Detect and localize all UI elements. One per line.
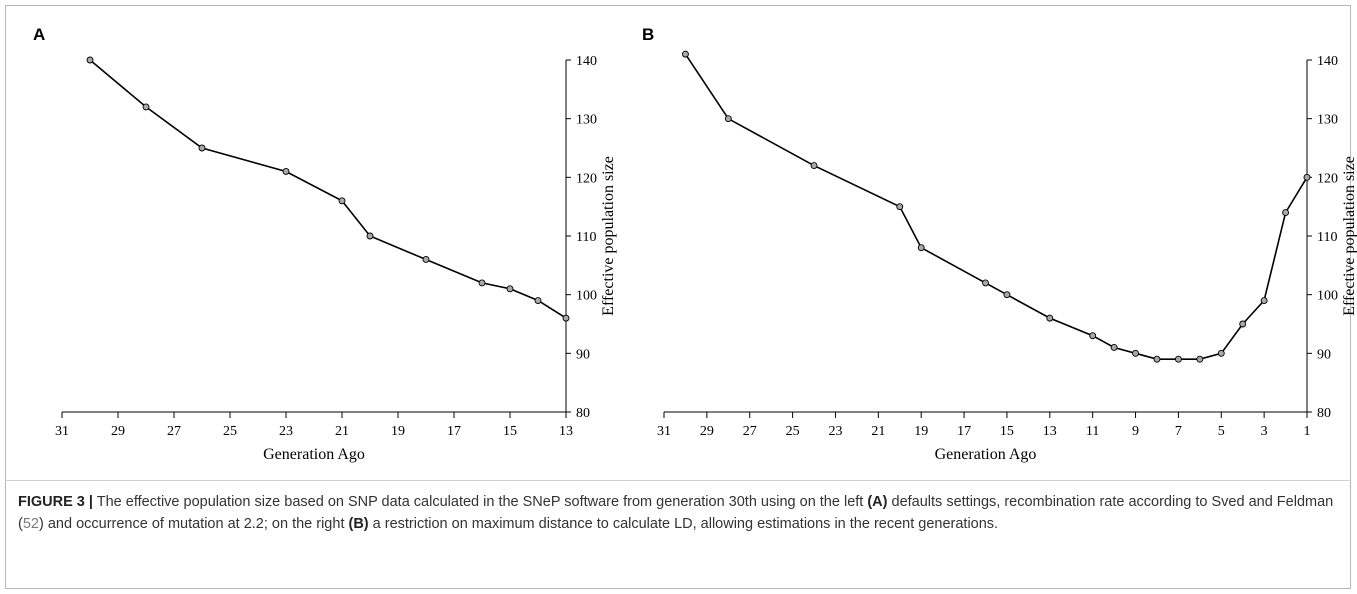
panel-b-y-tick-label: 90 [1317, 347, 1331, 362]
panel-a-x-tick-label: 21 [335, 424, 349, 439]
panel-a-letter: A [33, 25, 45, 44]
panel-b-y-tick-label: 100 [1317, 289, 1338, 304]
panel-a-x-tick-label: 17 [447, 424, 461, 439]
panel-b-x-tick-label: 17 [957, 424, 971, 439]
citation-link[interactable]: 52 [22, 516, 39, 532]
panel-a-x-tick-label: 13 [559, 424, 573, 439]
caption-text-1: The effective population size based on S… [92, 494, 868, 510]
panel-b-y-tick-label: 110 [1317, 230, 1337, 245]
panel-b-x-tick-label: 5 [1218, 424, 1225, 439]
panel-b-data-point [917, 244, 925, 252]
panel-b-data-point [896, 203, 904, 211]
panel-b-x-tick-label: 27 [743, 424, 757, 439]
panel-b-data-point [1260, 297, 1268, 304]
panel-b-x-tick-label: 9 [1132, 424, 1139, 439]
panel-a-y-tick-label: 140 [576, 54, 597, 69]
caption-panel-a-ref: (A) [867, 494, 888, 510]
panel-a-data-point [198, 144, 206, 152]
panel-b-data-point [1153, 355, 1161, 363]
panel-a-data-point [422, 256, 430, 263]
panel-b-data-point [1003, 291, 1011, 299]
panel-b-x-axis-title: Generation Ago [935, 446, 1037, 463]
panel-a-x-tick-label: 23 [279, 424, 293, 439]
panel-a-data-point [86, 56, 94, 64]
panel-b-x-tick-label: 21 [871, 424, 885, 439]
panel-b-y-axis-title: Effective population size [1341, 156, 1357, 316]
panel-b-x-tick-label: 31 [657, 424, 671, 439]
panel-a-x-tick-label: 19 [391, 424, 405, 439]
panel-b-y-tick-label: 140 [1317, 54, 1338, 69]
panel-b-x-tick-label: 7 [1175, 424, 1182, 439]
panel-b-x-tick-label: 13 [1043, 424, 1057, 439]
panel-a-data-point [142, 103, 150, 111]
panel-a-x-tick-label: 25 [223, 424, 237, 439]
panel-b-y-tick-label: 80 [1317, 406, 1331, 421]
figure-frame [5, 5, 1351, 589]
panel-a-y-tick-label: 110 [576, 230, 596, 245]
panel-b-data-point [681, 50, 689, 58]
panel-b-data-point [1303, 173, 1311, 181]
panel-a-data-point [366, 232, 374, 240]
panel-a-y-tick-label: 80 [576, 406, 590, 421]
panel-a-x-tick-label: 15 [503, 424, 517, 439]
panel-a-x-tick-label: 29 [111, 424, 125, 439]
panel-b-x-tick-label: 29 [700, 424, 714, 439]
panel-a-x-axis-title: Generation Ago [263, 446, 365, 463]
panel-b-data-point [1174, 355, 1182, 363]
panel-a-data-point [506, 285, 514, 293]
panel-b-x-tick-label: 23 [828, 424, 842, 439]
panel-a-data-point [562, 314, 570, 322]
figure-charts: A 31 29 27 25 23 21 19 17 15 13809010011012013014… [33, 25, 1357, 463]
panel-b-data-point [1217, 349, 1225, 357]
panel-b-data-point [982, 279, 989, 287]
figure-caption: FIGURE 3 | The effective population size… [18, 491, 1338, 535]
panel-b-x-tick-label: 3 [1261, 424, 1268, 439]
panel-b-x-tick-label: 11 [1086, 424, 1099, 439]
panel-b-series-line [684, 53, 1308, 361]
panel-b-letter: B [642, 25, 654, 44]
panel-a-series-line [89, 59, 567, 319]
panel-a-y-tick-label: 90 [576, 347, 590, 362]
panel-a-data-point [478, 279, 486, 287]
panel-b-data-point [1110, 344, 1118, 351]
panel-b-x-tick-label: 19 [914, 424, 928, 439]
panel-b-data-point [1132, 349, 1139, 357]
caption-text-2: defaults settings, recombination rate ac… [18, 494, 1334, 532]
panel-a-y-tick-label: 130 [576, 113, 597, 128]
panel-b-x-tick-label: 15 [1000, 424, 1014, 439]
panel-a-x-tick-label: 31 [55, 424, 69, 439]
panel-b-data-point [1046, 314, 1054, 322]
panel-b-data-point [810, 162, 818, 170]
panel-a-x-tick-label: 27 [167, 424, 181, 439]
panel-b-x-tick-label: 1 [1304, 424, 1311, 439]
panel-a-data-point [534, 297, 542, 304]
panel-a-y-tick-label: 100 [576, 289, 597, 304]
panel-b-y-tick-label: 120 [1317, 171, 1338, 186]
caption-panel-b-ref: (B) [348, 516, 369, 532]
panel-b-data-point [724, 115, 732, 123]
panel-b-x-tick-label: 25 [786, 424, 800, 439]
caption-text-4: a restriction on maximum distance to cal… [368, 516, 999, 532]
figure-label: FIGURE 3 | [18, 494, 93, 510]
panel-a-y-axis-title: Effective population size [600, 156, 617, 316]
caption-divider [5, 480, 1351, 481]
caption-text-3: ) and occurrence of mutation at 2.2; on … [38, 516, 349, 532]
panel-a-data-point [338, 197, 346, 205]
panel-b-chart: B 31 29 27 25 23 21 19 17 15 13 11 9 7 5 3 180901001101… [642, 25, 1357, 463]
panel-b-data-point [1239, 320, 1247, 328]
panel-b-data-point [1282, 209, 1290, 216]
panel-b-y-tick-label: 130 [1317, 113, 1338, 128]
panel-b-data-point [1196, 355, 1204, 363]
panel-a-y-tick-label: 120 [576, 171, 597, 186]
panel-b-data-point [1089, 332, 1097, 340]
panel-a-data-point [282, 168, 290, 175]
